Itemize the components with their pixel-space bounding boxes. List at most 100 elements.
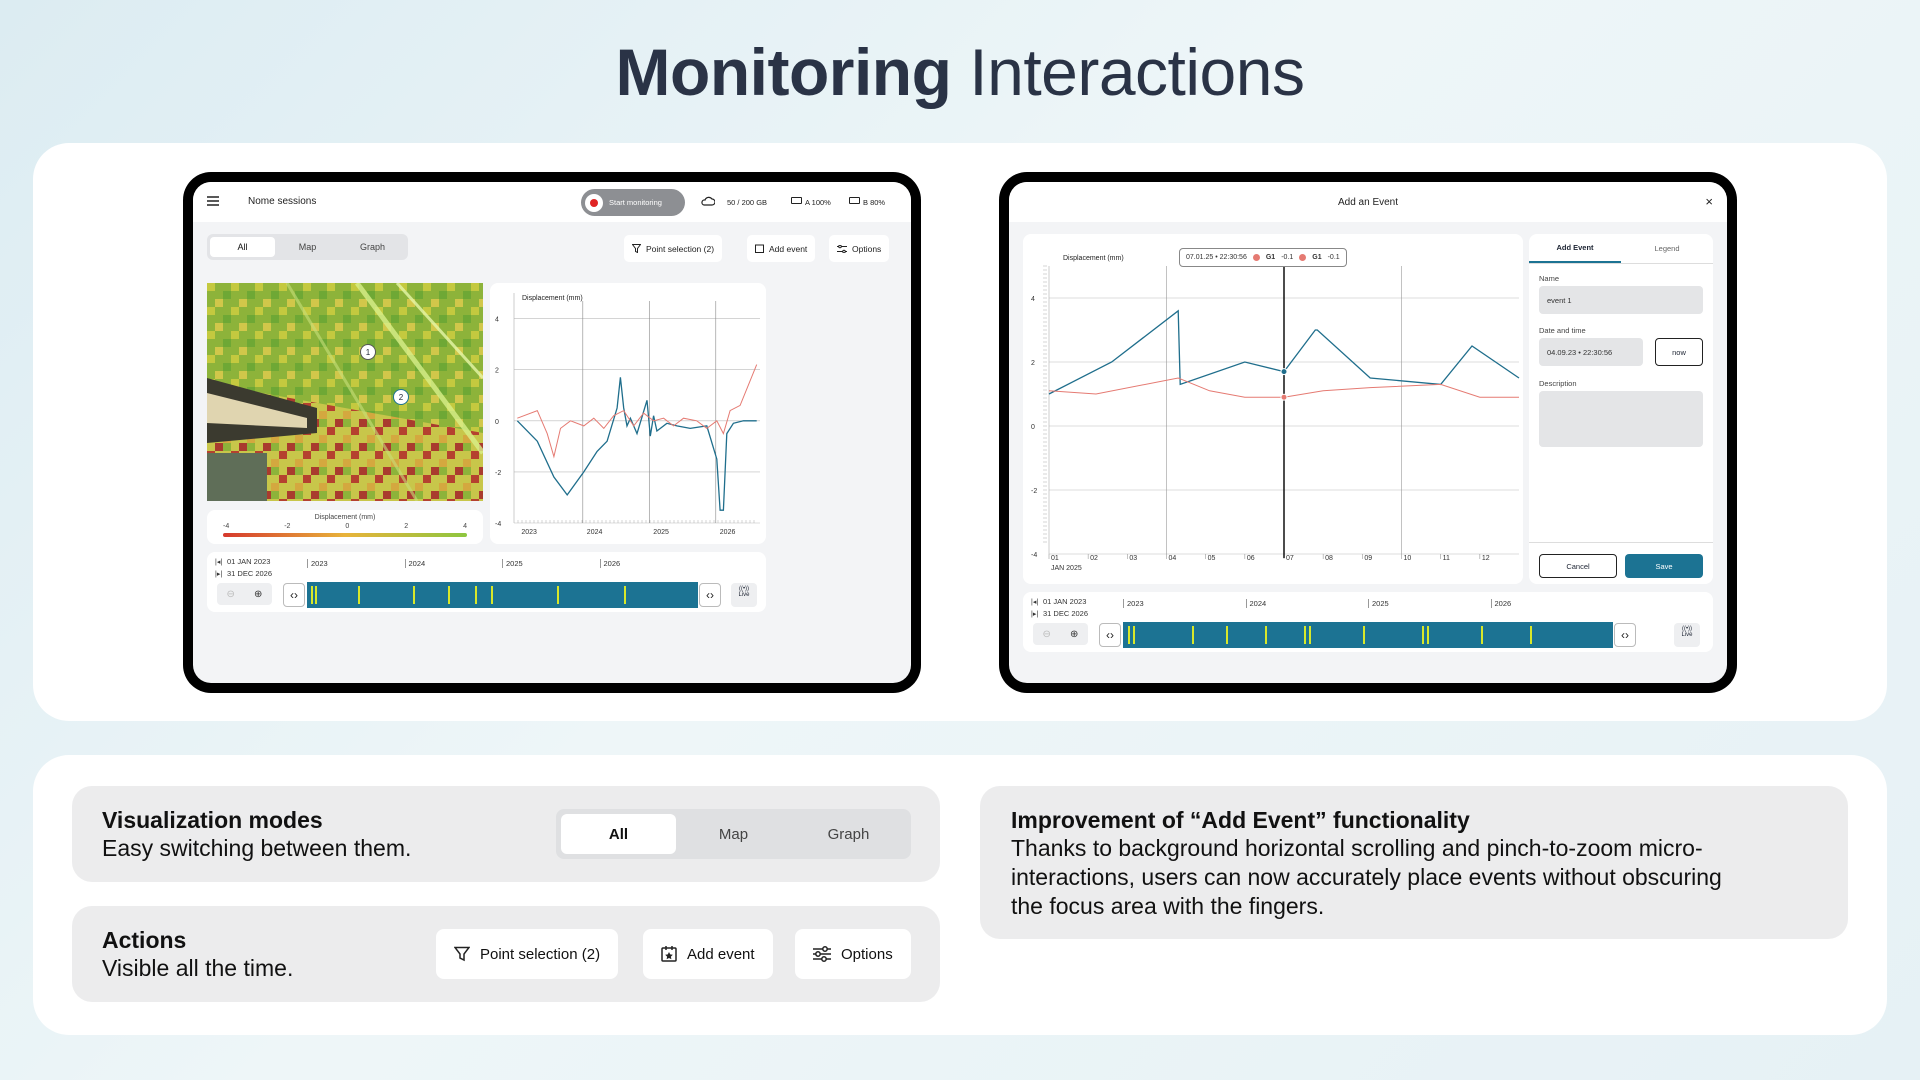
event-marker[interactable] <box>1426 626 1429 644</box>
zoom-out-icon[interactable]: ⊖ <box>1042 628 1051 640</box>
range-start-icon: |◂| <box>1031 599 1039 606</box>
datetime-field[interactable]: 04.09.23 • 22:30:56 <box>1539 338 1643 366</box>
event-marker[interactable] <box>447 586 450 604</box>
live-button[interactable]: ((•)) Live <box>1674 623 1700 647</box>
options-button[interactable]: Options <box>795 929 911 979</box>
options-button[interactable]: Options <box>829 235 890 262</box>
timeline-year-label: 2024 <box>1245 599 1266 608</box>
scroll-left-button[interactable]: ‹› <box>283 583 305 607</box>
x-tick-label: 01 <box>1051 555 1059 562</box>
description-field[interactable] <box>1539 391 1703 447</box>
point-selection-button[interactable]: Point selection (2) <box>436 929 619 979</box>
tab-map[interactable]: Map <box>298 242 317 252</box>
tab-graph[interactable]: Graph <box>359 242 385 252</box>
scroll-right-button[interactable]: ‹› <box>699 583 721 607</box>
event-marker[interactable] <box>1363 626 1366 644</box>
event-marker[interactable] <box>357 586 360 604</box>
event-marker[interactable] <box>1132 626 1135 644</box>
event-marker[interactable] <box>1127 626 1130 644</box>
x-tick-label: 09 <box>1364 555 1372 562</box>
start-monitoring-button[interactable]: Start monitoring <box>581 189 685 216</box>
map-point-2[interactable]: 2 <box>393 389 409 405</box>
x-tick-label: 11 <box>1443 555 1450 562</box>
y-axis-label: Displacement (mm) <box>1063 255 1124 262</box>
actions-desc: Visible all the time. <box>102 955 294 981</box>
battery-a-icon <box>791 197 802 204</box>
event-marker[interactable] <box>490 586 493 604</box>
y-axis-label: Displacement (mm) <box>522 295 583 302</box>
range-end-icon: |▸| <box>1031 611 1039 618</box>
cloud-icon <box>701 196 715 206</box>
tab-legend[interactable]: Legend <box>1654 244 1680 253</box>
event-marker[interactable] <box>623 586 626 604</box>
event-marker[interactable] <box>1225 626 1228 644</box>
tab-map[interactable]: Map <box>718 825 749 843</box>
cancel-button[interactable]: Cancel <box>1539 554 1617 578</box>
options-label: Options <box>841 945 893 963</box>
live-button[interactable]: ((•)) Live <box>731 583 757 607</box>
map-view[interactable]: 1 2 <box>207 283 483 501</box>
tab-all[interactable]: All <box>210 237 275 257</box>
event-marker[interactable] <box>1191 626 1194 644</box>
range-end-icon: |▸| <box>215 571 223 578</box>
color-scale: Displacement (mm) -4 -2 0 2 4 <box>207 510 483 544</box>
add-event-button[interactable]: Add event <box>747 235 816 262</box>
timeline-bar[interactable] <box>307 582 698 608</box>
scale-gradient <box>223 533 467 537</box>
add-event-label: Add event <box>687 945 755 963</box>
graph-view[interactable]: Displacement (mm) 4 2 0 -2 -4 2023 2024 2025 2026 <box>490 283 766 544</box>
sliders-icon <box>837 244 847 253</box>
scroll-left-button[interactable]: ‹› <box>1099 623 1121 647</box>
dialog-title: Add an Event <box>1337 196 1399 208</box>
x-tick-label: 2023 <box>521 529 537 536</box>
live-icon: ((•)) <box>738 586 750 592</box>
event-marker[interactable] <box>557 586 560 604</box>
menu-icon[interactable] <box>207 196 219 206</box>
event-marker[interactable] <box>314 586 317 604</box>
timeline-year-label: 2024 <box>404 559 425 568</box>
timeline-bar[interactable] <box>1123 622 1613 648</box>
event-marker[interactable] <box>1309 626 1312 644</box>
range-start-icon: |◂| <box>215 559 223 566</box>
save-button[interactable]: Save <box>1625 554 1703 578</box>
event-marker[interactable] <box>1304 626 1307 644</box>
heatmap-overlay <box>207 283 483 501</box>
close-icon[interactable]: × <box>1705 194 1713 209</box>
timeline-start: 01 JAN 2023 <box>227 557 271 566</box>
now-button[interactable]: now <box>1655 338 1703 366</box>
zoom-in-icon[interactable]: ⊕ <box>1070 628 1079 640</box>
scroll-right-button[interactable]: ‹› <box>1614 623 1636 647</box>
tab-add-event[interactable]: Add Event <box>1529 234 1621 263</box>
timeline-year-label: 2026 <box>599 559 620 568</box>
event-marker[interactable] <box>1421 626 1424 644</box>
cursor-point-red <box>1280 393 1288 401</box>
event-marker[interactable] <box>1265 626 1268 644</box>
zoom-out-icon[interactable]: ⊖ <box>226 588 235 600</box>
event-marker[interactable] <box>412 586 415 604</box>
event-marker[interactable] <box>1480 626 1483 644</box>
zoom-controls: ⊖ ⊕ <box>217 583 272 605</box>
name-field[interactable]: event 1 <box>1539 286 1703 314</box>
timeline-years: 2023 2024 2025 2026 <box>307 559 697 571</box>
add-event-button[interactable]: Add event <box>643 929 773 979</box>
tab-all[interactable]: All <box>561 814 676 854</box>
point-selection-label: Point selection (2) <box>480 945 601 963</box>
event-marker[interactable] <box>1529 626 1532 644</box>
series-line-1 <box>516 377 757 511</box>
viz-title: Visualization modes <box>102 807 323 833</box>
timeline-end: 31 DEC 2026 <box>227 569 273 578</box>
tooltip-series-b: G1 <box>1312 254 1322 261</box>
scale-ticks: -4 -2 0 2 4 <box>223 523 467 530</box>
battery-b-icon <box>849 197 860 204</box>
chart-tooltip: 07.01.25 • 22:30:56 G1 -0.1 G1 -0.1 <box>1179 248 1347 267</box>
event-chart-panel[interactable]: Displacement (mm) 4 2 0 -2 -4 01 02 03 04 05 06 07 08… <box>1023 234 1523 584</box>
point-selection-label: Point selection (2) <box>646 243 715 254</box>
point-selection-button[interactable]: Point selection (2) <box>624 235 723 262</box>
event-marker[interactable] <box>475 586 478 604</box>
map-point-1[interactable]: 1 <box>360 344 376 360</box>
zoom-in-icon[interactable]: ⊕ <box>254 588 263 600</box>
tab-graph[interactable]: Graph <box>827 825 870 843</box>
event-marker[interactable] <box>310 586 313 604</box>
start-monitoring-label: Start monitoring <box>609 198 662 207</box>
x-tick-label: 05 <box>1208 555 1216 562</box>
